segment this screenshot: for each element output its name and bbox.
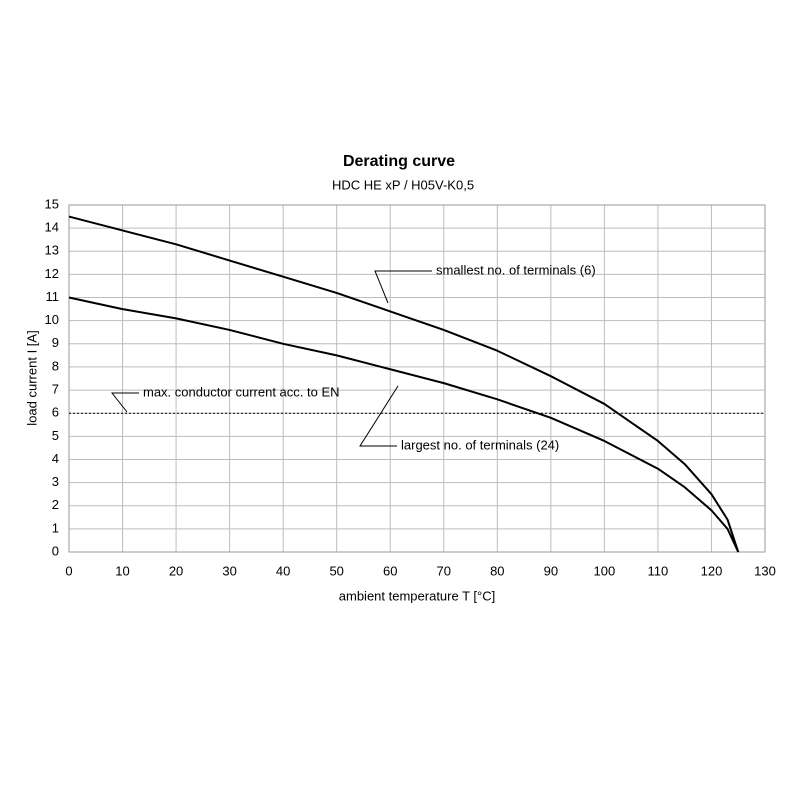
y-tick-label: 10 [45,312,59,327]
y-tick-label: 14 [45,220,59,235]
y-tick-label: 4 [52,451,59,466]
chart-subtitle: HDC HE xP / H05V-K0,5 [332,177,474,192]
y-tick-label: 8 [52,358,59,373]
y-tick-label: 13 [45,243,59,258]
annotation: smallest no. of terminals (6) [436,262,596,277]
y-tick-label: 5 [52,428,59,443]
y-tick-label: 0 [52,543,59,558]
y-tick-label: 2 [52,497,59,512]
leader-line [110,392,139,413]
data-line [68,215,740,553]
y-tick-label: 6 [52,405,59,420]
x-tick-label: 0 [65,563,72,578]
x-tick-label: 80 [490,563,504,578]
x-tick-label: 70 [437,563,451,578]
x-tick-label: 120 [701,563,723,578]
annotation: max. conductor current acc. to EN [143,384,340,399]
leader-line [359,385,399,447]
x-tick-label: 130 [754,563,776,578]
data-line [68,296,740,553]
x-tick-label: 60 [383,563,397,578]
x-tick-label: 110 [648,563,669,578]
y-tick-label: 11 [46,289,60,304]
y-tick-label: 12 [45,266,59,281]
x-tick-label: 90 [544,563,558,578]
leader-line [374,270,432,304]
chart-title: Derating curve [343,153,455,170]
x-tick-label: 10 [115,563,129,578]
x-axis-label: ambient temperature T [°C] [339,588,495,603]
y-axis-label: load current I [A] [24,330,39,425]
y-tick-label: 15 [45,196,59,211]
plot-frame [68,204,766,553]
x-tick-label: 50 [329,563,343,578]
y-tick-label: 7 [52,382,59,397]
annotation: largest no. of terminals (24) [401,437,559,452]
y-tick-label: 3 [52,474,59,489]
x-tick-label: 30 [222,563,236,578]
y-tick-label: 9 [52,335,59,350]
x-tick-label: 100 [594,563,616,578]
x-tick-label: 40 [276,563,290,578]
y-tick-label: 1 [52,520,59,535]
x-tick-label: 20 [169,563,183,578]
